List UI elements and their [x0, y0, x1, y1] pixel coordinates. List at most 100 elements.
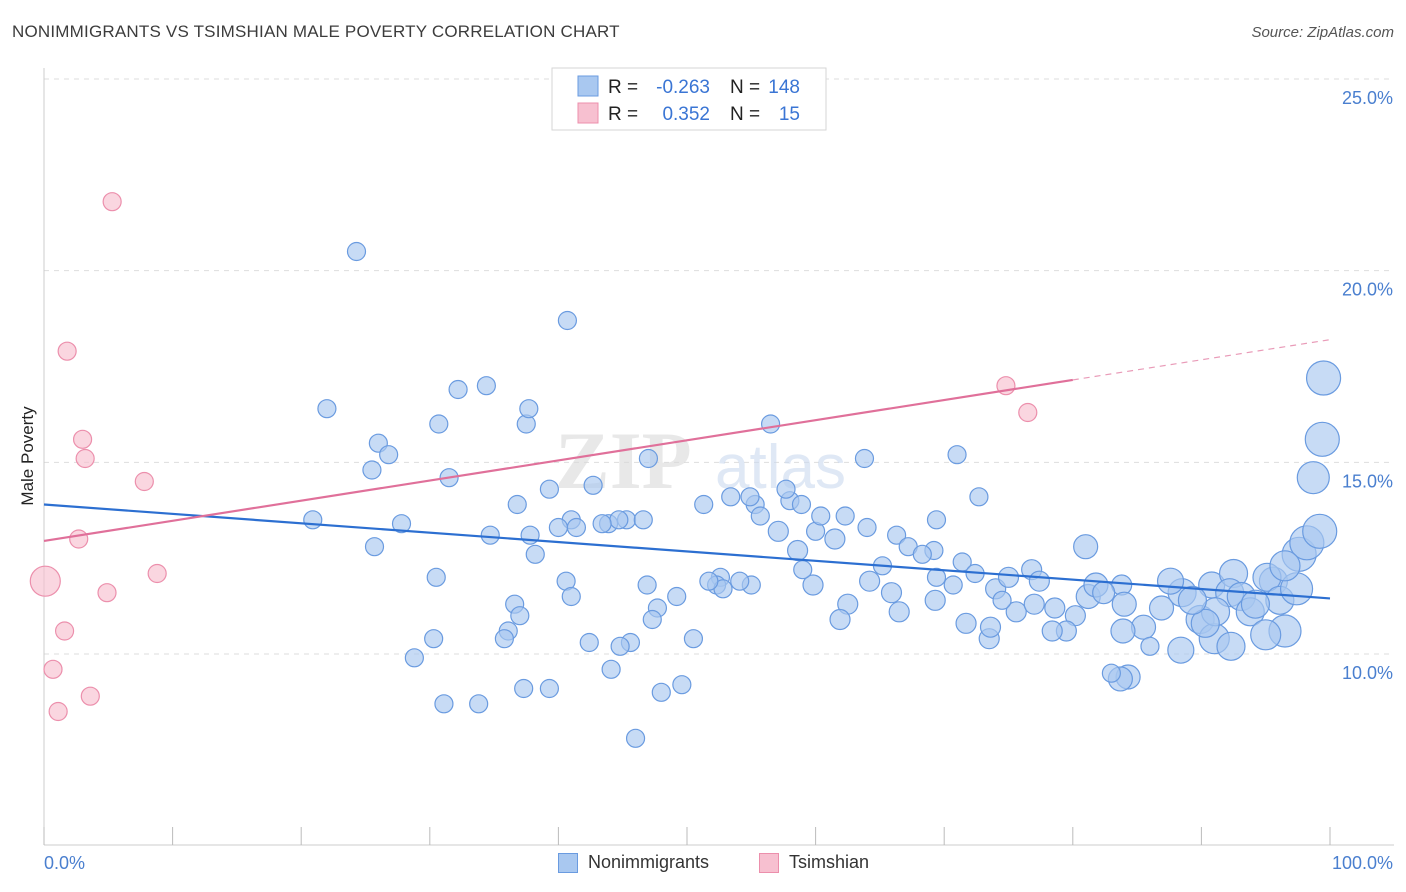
tsimshian-point [80, 686, 100, 706]
nonimmigrants-point [539, 479, 559, 499]
chart-source: Source: ZipAtlas.com [1251, 24, 1394, 41]
y-tick-label-25: 25.0% [1342, 88, 1393, 108]
tsimshian-point [1018, 402, 1038, 423]
legend-n-value-1: 148 [768, 77, 800, 98]
nonimmigrants-point [625, 728, 646, 748]
nonimmigrants-point [557, 310, 578, 331]
nonimmigrants-point [667, 586, 687, 607]
nonimmigrants-point [888, 601, 910, 623]
nonimmigrants-point [829, 608, 851, 631]
y-axis-label: Male Poverty [18, 406, 37, 506]
y-tick-label-15: 15.0% [1342, 471, 1393, 491]
nonimmigrants-point [1110, 618, 1136, 644]
nonimmigrants-point [721, 487, 741, 507]
nonimmigrants-point [793, 560, 813, 580]
nonimmigrants-point [802, 574, 824, 596]
legend-item-nonimmigrants: Nonimmigrants [558, 852, 709, 873]
nonimmigrants-point [1216, 631, 1246, 661]
tsimshian-trend-extension [1072, 339, 1331, 381]
nonimmigrants-point [1250, 619, 1282, 651]
watermark-zip: ZIP [555, 415, 692, 506]
nonimmigrants-point [1269, 550, 1301, 582]
nonimmigrants-point [947, 445, 967, 465]
nonimmigrants-point [1167, 636, 1195, 664]
nonimmigrants-point [651, 682, 671, 702]
tsimshian-point [29, 565, 61, 597]
nonimmigrants-point [740, 487, 760, 507]
correlation-legend: R = -0.263 N = 148 R = 0.352 N = 15 [551, 67, 827, 131]
nonimmigrants-point [610, 636, 630, 656]
nonimmigrants-point [404, 648, 424, 668]
tsimshian-swatch [759, 852, 779, 873]
tsimshian-point [54, 621, 75, 641]
nonimmigrants-point [1190, 608, 1220, 638]
nonimmigrants-point [434, 694, 454, 714]
nonimmigrants-point [476, 376, 496, 396]
nonimmigrants-point [683, 629, 704, 649]
nonimmigrants-point [694, 494, 714, 515]
nonimmigrants-point [429, 414, 449, 434]
nonimmigrants-point [566, 517, 587, 538]
nonimmigrants-point [1041, 620, 1063, 642]
nonimmigrants-point [955, 612, 977, 634]
nonimmigrants-point [1111, 591, 1137, 617]
nonimmigrants-point [1296, 461, 1330, 495]
nonimmigrants-point [1302, 513, 1338, 549]
tsimshian-point [43, 659, 63, 679]
nonimmigrants-point [969, 487, 989, 507]
tsimshian-point [134, 471, 154, 492]
nonimmigrants-point [1028, 570, 1050, 592]
nonimmigrants-point [638, 448, 659, 469]
nonimmigrants-point [887, 525, 907, 545]
nonimmigrants-point [979, 616, 1002, 638]
y-tick-label-20: 20.0% [1342, 280, 1393, 300]
tsimshian-point [69, 529, 89, 549]
nonimmigrants-point [519, 399, 539, 419]
nonimmigrants-point [1240, 589, 1271, 619]
nonimmigrants-point [1044, 597, 1066, 619]
nonimmigrants-point [514, 678, 534, 699]
nonimmigrants-point [1101, 663, 1121, 683]
nonimmigrants-point [1305, 360, 1342, 396]
nonimmigrants-point [426, 567, 446, 587]
tsimshian-points [29, 192, 1038, 722]
legend-r-value-1: -0.263 [656, 77, 710, 98]
nonimmigrants-point [767, 520, 789, 542]
nonimmigrants-point [924, 589, 946, 611]
legend-n-label-1: N = [730, 77, 760, 98]
nonimmigrants-point [672, 675, 692, 695]
nonimmigrants-point [926, 510, 947, 530]
tsimshian-point [57, 341, 77, 361]
nonimmigrants-point [480, 525, 500, 545]
tsimshian-point [102, 192, 122, 212]
chart-title: NONIMMIGRANTS VS TSIMSHIAN MALE POVERTY … [12, 22, 620, 41]
nonimmigrants-point [1023, 593, 1045, 615]
nonimmigrants-point [880, 582, 903, 604]
legend-swatch-tsimshian [577, 102, 599, 124]
nonimmigrants-point [997, 566, 1020, 588]
nonimmigrants-point [609, 510, 629, 530]
nonimmigrants-point [1148, 595, 1175, 621]
tick-labels: 10.0% 15.0% 20.0% 25.0% 0.0% 100.0% [44, 88, 1393, 873]
nonimmigrants-point [561, 586, 581, 607]
nonimmigrants-point [507, 494, 527, 515]
nonimmigrants-point [1156, 567, 1185, 595]
legend-swatch-nonimmigrants [577, 75, 599, 97]
nonimmigrants-point [601, 659, 621, 679]
legend-n-value-2: 15 [779, 104, 800, 125]
tsimshian-trend-line [43, 378, 1073, 543]
nonimmigrants-point [912, 544, 932, 564]
nonimmigrants-label: Nonimmigrants [588, 852, 710, 872]
nonimmigrants-point [1073, 534, 1099, 560]
nonimmigrants-point [943, 575, 963, 595]
nonimmigrants-point [992, 590, 1012, 610]
nonimmigrants-point [592, 514, 612, 534]
nonimmigrants-trend-line [43, 503, 1331, 600]
nonimmigrants-point [854, 448, 875, 469]
nonimmigrants-point [303, 510, 323, 530]
tsimshian-point [97, 583, 117, 603]
nonimmigrants-point [730, 571, 750, 591]
tsimshian-point [72, 429, 93, 449]
legend-n-label-2: N = [730, 104, 760, 125]
nonimmigrants-point [317, 399, 337, 419]
